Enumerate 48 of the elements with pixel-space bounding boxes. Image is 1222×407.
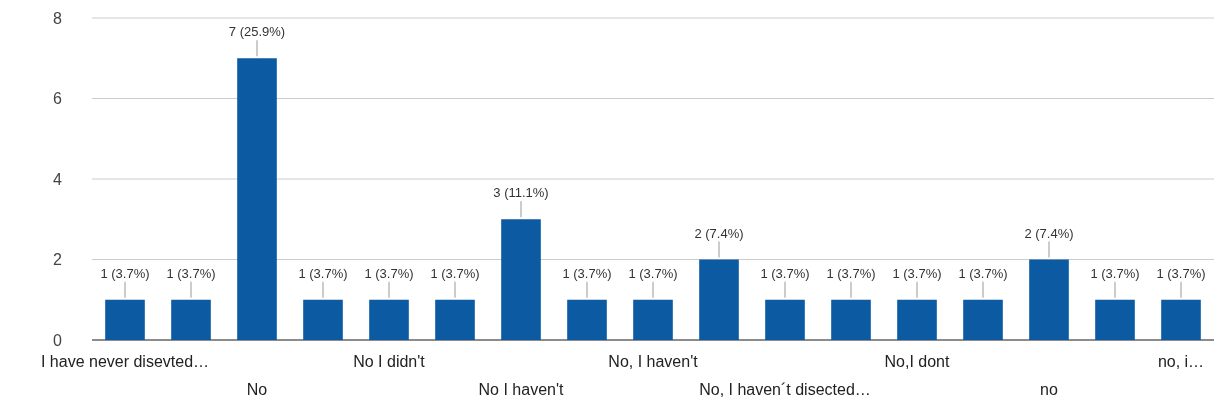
bar bbox=[1095, 299, 1135, 340]
bar bbox=[567, 299, 607, 340]
x-tick-label: No,I dont bbox=[884, 353, 951, 370]
bar bbox=[963, 299, 1003, 340]
x-tick-label: No bbox=[246, 381, 268, 398]
data-label: 1 (3.7%) bbox=[826, 265, 876, 281]
data-label: 2 (7.4%) bbox=[1024, 225, 1074, 241]
bar bbox=[171, 299, 211, 340]
y-tick-label: 6 bbox=[53, 90, 63, 108]
bar bbox=[369, 299, 409, 340]
bar bbox=[237, 58, 277, 340]
bar bbox=[1029, 259, 1069, 340]
x-tick-label: No I haven't bbox=[478, 381, 564, 398]
x-tick-label: no bbox=[1040, 381, 1058, 398]
bar bbox=[501, 219, 541, 340]
x-tick-label: No, I haven't bbox=[608, 353, 699, 370]
data-label: 1 (3.7%) bbox=[100, 265, 150, 281]
y-tick-label: 8 bbox=[53, 9, 63, 27]
data-label: 1 (3.7%) bbox=[628, 265, 678, 281]
bar bbox=[633, 299, 673, 340]
x-tick-label: No I didn't bbox=[353, 353, 426, 370]
data-label: 1 (3.7%) bbox=[430, 265, 480, 281]
data-label: 1 (3.7%) bbox=[298, 265, 348, 281]
data-label: 3 (11.1%) bbox=[493, 185, 549, 201]
bar bbox=[1161, 299, 1201, 340]
bar bbox=[831, 299, 871, 340]
data-label: 1 (3.7%) bbox=[166, 265, 216, 281]
data-label: 1 (3.7%) bbox=[892, 265, 942, 281]
bar bbox=[765, 299, 805, 340]
x-tick-label: No, I haven´t disected… bbox=[699, 381, 871, 398]
data-label: 1 (3.7%) bbox=[1156, 265, 1206, 281]
y-tick-label: 4 bbox=[53, 170, 63, 188]
x-tick-label: no, i… bbox=[1157, 353, 1205, 370]
data-label: 1 (3.7%) bbox=[958, 265, 1008, 281]
bar bbox=[105, 299, 145, 340]
data-label: 1 (3.7%) bbox=[562, 265, 612, 281]
y-tick-label: 0 bbox=[53, 331, 63, 349]
bar bbox=[303, 299, 343, 340]
y-tick-label: 2 bbox=[53, 251, 63, 269]
bar bbox=[435, 299, 475, 340]
bar bbox=[897, 299, 937, 340]
data-label: 7 (25.9%) bbox=[228, 24, 286, 40]
data-label: 1 (3.7%) bbox=[1090, 265, 1140, 281]
data-label: 1 (3.7%) bbox=[364, 265, 414, 281]
data-label: 2 (7.4%) bbox=[694, 225, 744, 241]
bar bbox=[699, 259, 739, 340]
x-tick-label: I have never disevted… bbox=[40, 353, 210, 370]
data-label: 1 (3.7%) bbox=[760, 265, 810, 281]
